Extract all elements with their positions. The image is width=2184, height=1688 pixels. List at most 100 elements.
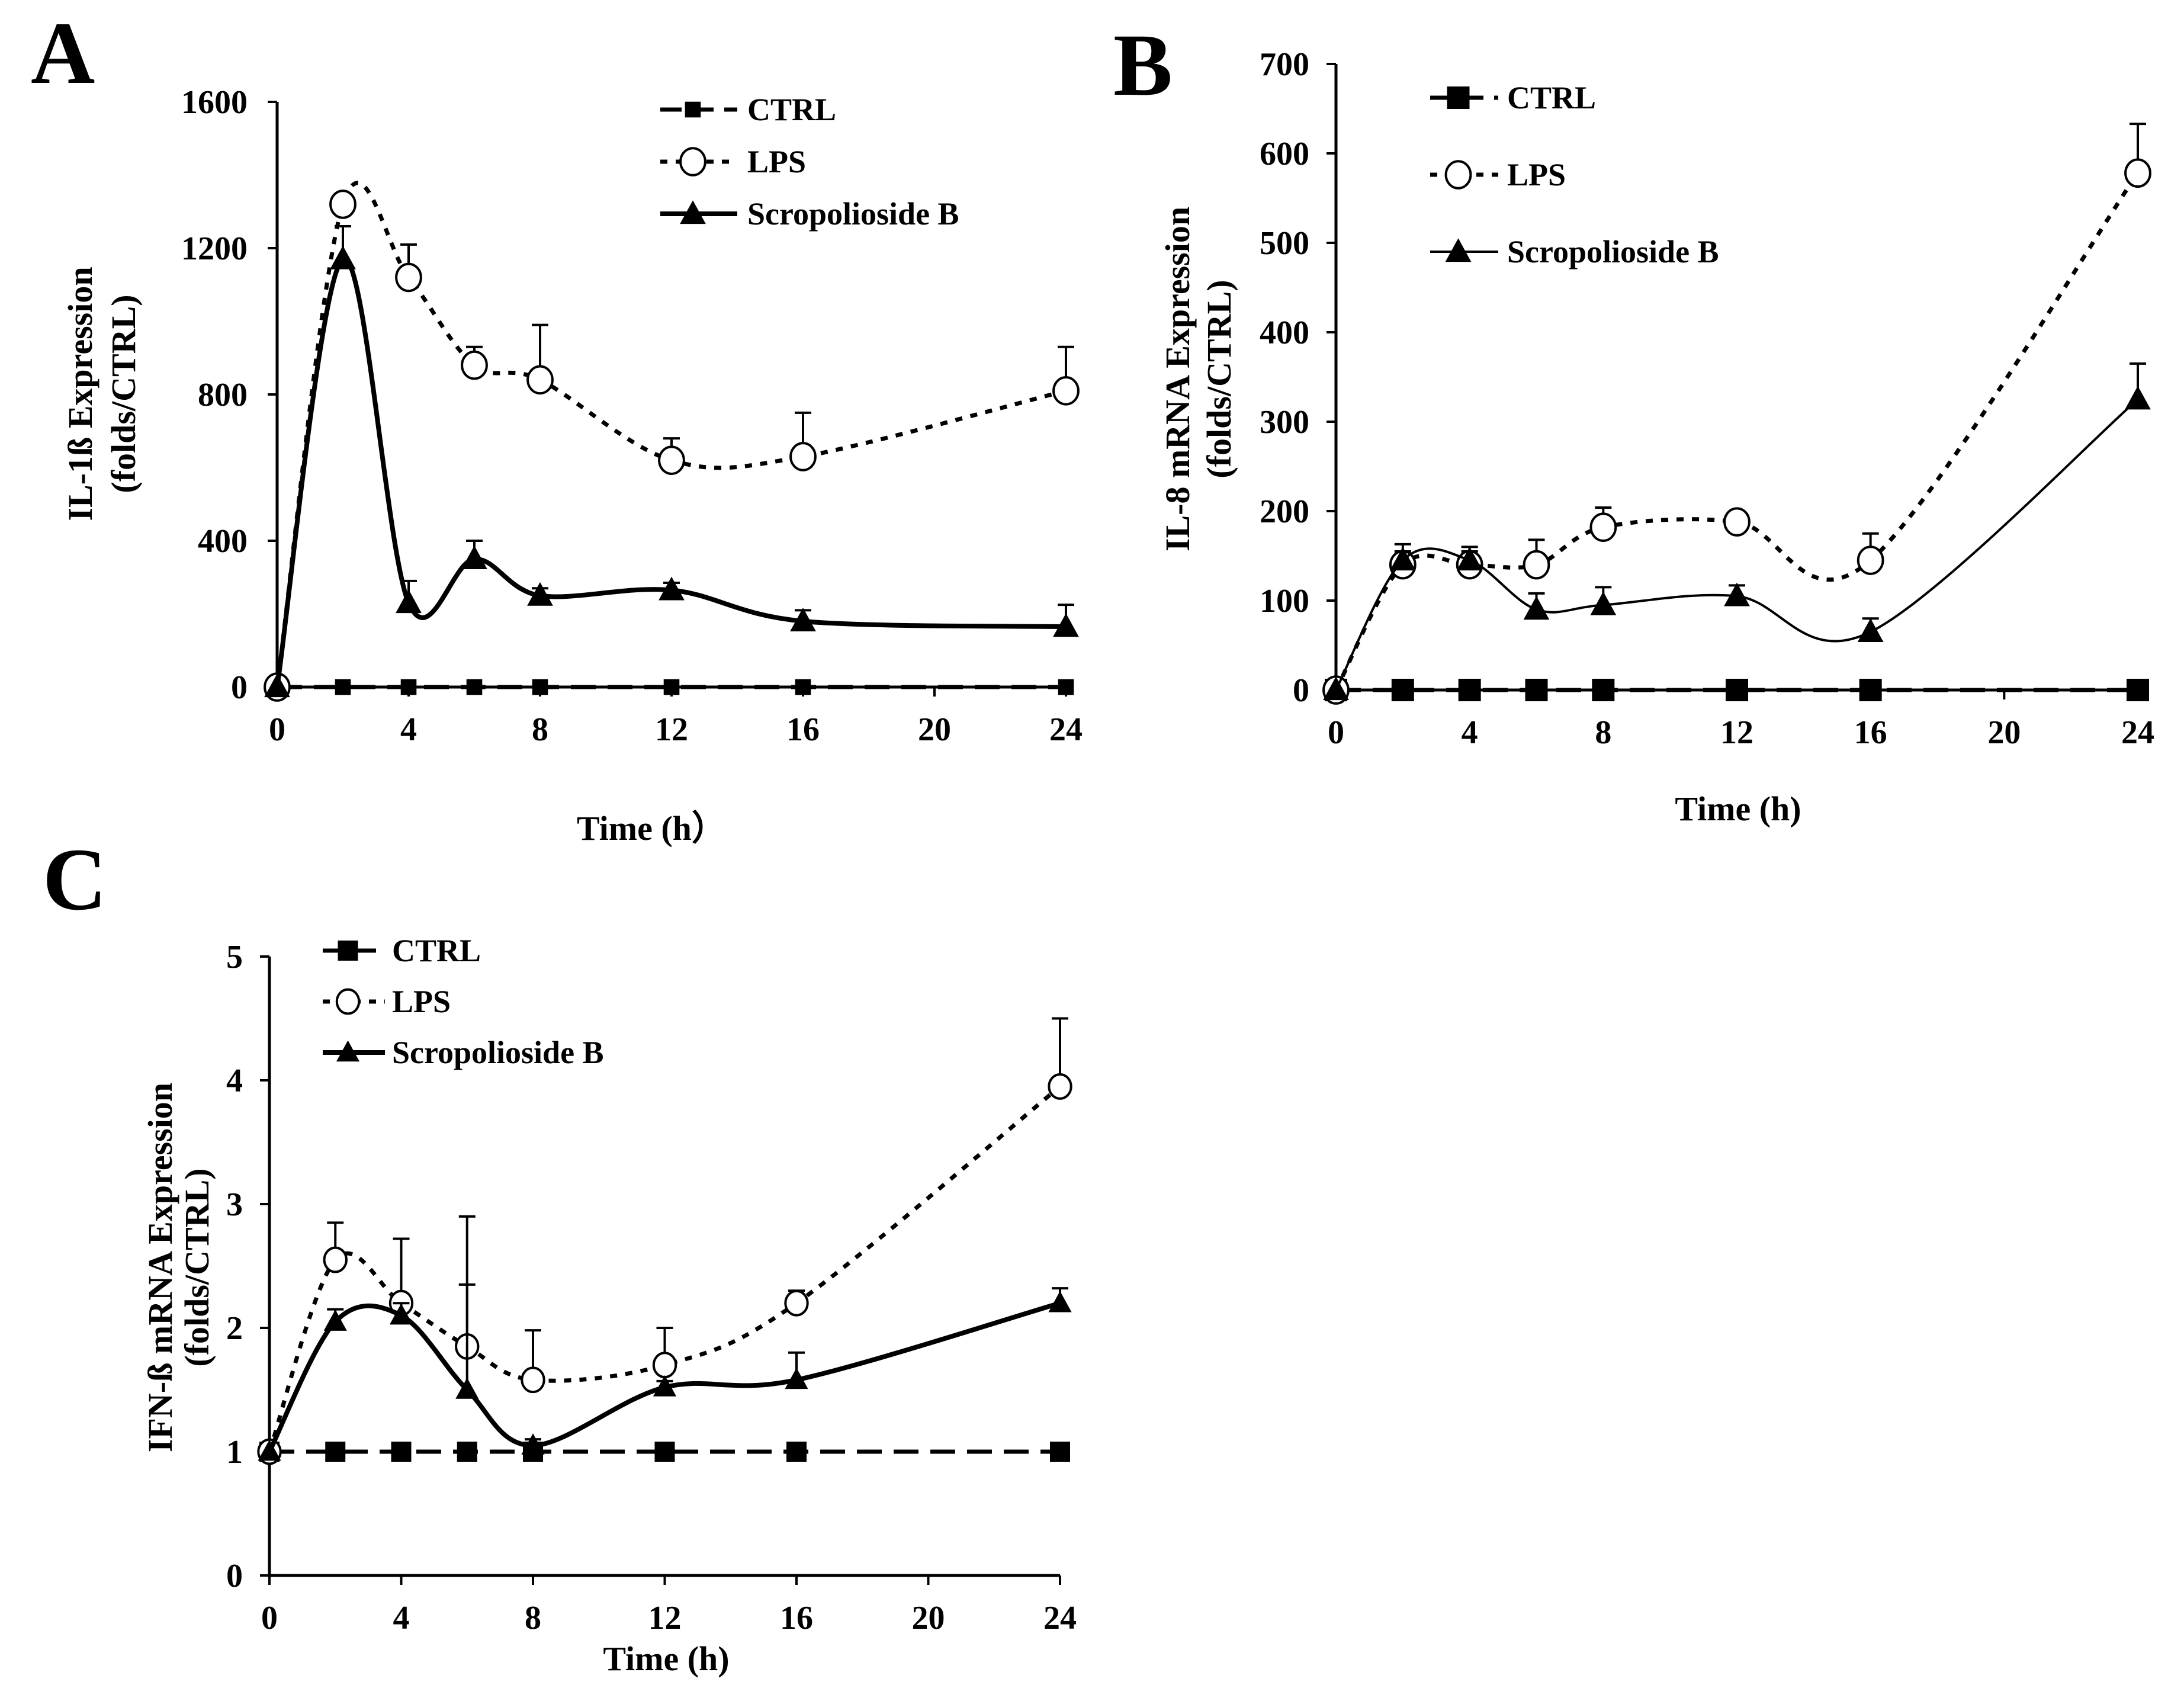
data-point — [389, 1303, 413, 1325]
data-point — [1723, 507, 1751, 537]
data-point — [461, 545, 487, 569]
x-tick-label: 12 — [655, 711, 688, 748]
legend-marker — [335, 988, 361, 1015]
x-tick-label: 24 — [2121, 714, 2154, 751]
data-point — [653, 1375, 677, 1397]
data-point — [1859, 679, 1882, 701]
series-line — [275, 181, 1067, 688]
x-tick-label: 20 — [912, 1600, 945, 1636]
y-axis-subtitle: (folds/CTRL) — [1200, 280, 1238, 478]
y-tick-label: 700 — [1260, 46, 1309, 83]
data-point — [329, 190, 356, 219]
legend-marker — [338, 941, 358, 961]
data-point — [795, 679, 811, 695]
data-point — [1389, 547, 1416, 571]
data-point — [1052, 376, 1080, 406]
data-point — [1857, 545, 1884, 575]
data-point — [786, 1442, 807, 1462]
data-point — [527, 582, 553, 606]
data-point — [654, 1442, 675, 1462]
data-point — [1456, 547, 1483, 571]
x-tick-label: 8 — [525, 1600, 541, 1636]
data-point — [323, 1246, 348, 1273]
data-point — [395, 262, 422, 293]
data-point — [1592, 679, 1615, 701]
x-tick-label: 4 — [393, 1600, 410, 1636]
x-tick-label: 4 — [400, 711, 417, 748]
data-point — [1391, 679, 1414, 701]
y-tick-label: 1600 — [181, 84, 248, 121]
legend-marker — [1444, 160, 1472, 190]
series-lps — [257, 1017, 1072, 1465]
x-tick-label: 16 — [780, 1600, 813, 1636]
y-axis-subtitle: (folds/CTRL) — [178, 1168, 216, 1366]
series-scropolioside-b — [258, 1283, 1072, 1461]
legend-entry: LPS — [1430, 157, 1566, 192]
data-point — [455, 1378, 479, 1399]
x-tick-label: 16 — [786, 711, 820, 748]
data-point — [663, 679, 680, 695]
x-tick-label: 4 — [1462, 714, 1478, 751]
data-point — [659, 576, 685, 601]
legend-label: Scropolioside B — [1507, 234, 1719, 269]
data-point — [1048, 1073, 1072, 1100]
x-tick-label: 20 — [918, 711, 951, 748]
y-tick-label: 600 — [1260, 136, 1309, 172]
chart-panel-a: 0 400 800 1200 1600 0 4 8 12 16 20 24 Time (h） IL-1ß … — [61, 84, 1083, 848]
data-point — [1048, 1291, 1072, 1312]
series-scropolioside-b — [1323, 362, 2151, 701]
y-axis-title: IFN-ß mRNA Expression — [141, 1083, 179, 1452]
data-point — [335, 679, 351, 695]
y-tick-label: 0 — [226, 1558, 243, 1594]
data-point — [325, 1442, 346, 1462]
legend-marker — [679, 147, 706, 176]
legend-entry: Scropolioside B — [323, 1035, 604, 1070]
data-point — [1523, 550, 1550, 580]
data-point — [1323, 676, 1349, 701]
series-ctrl — [259, 1442, 1070, 1462]
y-axis-subtitle: (folds/CTRL) — [104, 294, 143, 493]
x-tick-label: 8 — [1595, 714, 1611, 751]
data-point — [391, 1442, 412, 1462]
data-point — [790, 608, 816, 631]
data-point — [396, 589, 422, 614]
series-line — [1335, 398, 2139, 691]
chart-panel-b: 0 100 200 300 400 500 600 700 0 4 8 12 16 20 24 Time (h… — [1158, 46, 2154, 828]
x-tick-label: 12 — [1720, 714, 1753, 751]
y-tick-label: 1200 — [181, 230, 248, 267]
y-tick-label: 300 — [1260, 404, 1309, 441]
x-tick-label: 16 — [1854, 714, 1887, 751]
legend-label: Scropolioside B — [392, 1035, 604, 1070]
panel-letter-a: A — [31, 4, 95, 102]
data-point — [521, 1433, 545, 1455]
y-axis-title: IL-8 mRNA Expression — [1158, 207, 1197, 551]
data-point — [652, 1352, 677, 1379]
series-lps — [1322, 123, 2151, 705]
data-point — [461, 350, 488, 380]
data-point — [1726, 679, 1748, 701]
y-tick-label: 100 — [1260, 583, 1309, 620]
x-tick-label: 24 — [1043, 1600, 1077, 1636]
legend-label: LPS — [747, 144, 806, 179]
data-point — [658, 445, 685, 475]
panel-letter-b: B — [1113, 16, 1173, 114]
y-tick-label: 0 — [1293, 672, 1309, 709]
data-point — [1050, 1442, 1070, 1462]
y-axis-title: IL-1ß Expression — [61, 267, 99, 521]
data-point — [1857, 618, 1884, 642]
data-point — [1525, 679, 1548, 701]
data-point — [1724, 582, 1750, 606]
data-point — [1589, 512, 1617, 542]
series-line — [1334, 172, 2140, 691]
x-tick-label: 0 — [261, 1600, 278, 1636]
legend-label: CTRL — [747, 92, 836, 127]
legend-entry: Scropolioside B — [1430, 234, 1719, 269]
y-tick-label: 2 — [226, 1310, 243, 1347]
x-tick-label: 20 — [1987, 714, 2021, 751]
x-axis-title: Time (h） — [577, 809, 726, 848]
legend-marker — [1445, 238, 1472, 262]
data-point — [1458, 679, 1481, 701]
legend-entry: Scropolioside B — [660, 196, 959, 232]
